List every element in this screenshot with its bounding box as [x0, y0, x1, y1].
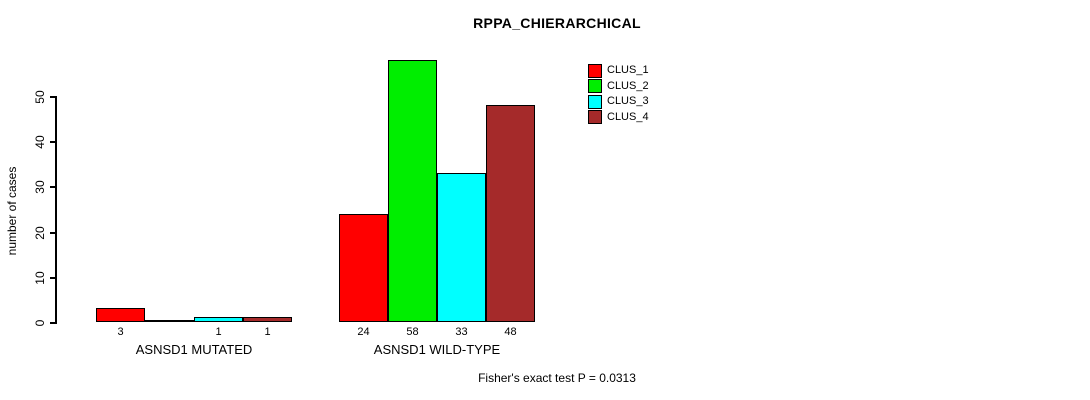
- legend: CLUS_1 CLUS_2 CLUS_3 CLUS_4: [588, 63, 649, 124]
- y-axis-tick: [50, 96, 57, 98]
- y-axis-line: [55, 96, 57, 324]
- y-axis-tick: [50, 232, 57, 234]
- legend-swatch-clus-2-icon: [588, 79, 602, 93]
- y-tick-label: 20: [33, 226, 47, 240]
- bar-value-label: 3: [117, 326, 124, 338]
- bar-value-label: 24: [357, 326, 370, 338]
- y-tick-label: 10: [33, 271, 47, 285]
- legend-label-clus-1: CLUS_1: [607, 64, 649, 76]
- legend-item-clus-1: CLUS_1: [588, 63, 649, 78]
- bar-clus_1-mutated: [96, 308, 145, 322]
- y-axis-tick: [50, 277, 57, 279]
- bar-value-label: 48: [504, 326, 517, 338]
- bar-clus_2-mutated: [145, 320, 194, 322]
- bar-clus_3-mutated: [194, 317, 243, 322]
- bar-clus_3-wild-type: [437, 173, 486, 322]
- legend-item-clus-2: CLUS_2: [588, 79, 649, 93]
- bar-clus_4-mutated: [243, 317, 292, 322]
- y-tick-label: 0: [33, 319, 47, 327]
- bar-clus_4-wild-type: [486, 105, 535, 322]
- bar-value-label: 58: [406, 326, 419, 338]
- legend-label-clus-2: CLUS_2: [607, 79, 649, 92]
- bar-value-label: 1: [215, 326, 222, 338]
- y-axis-tick: [50, 141, 57, 143]
- legend-label-clus-3: CLUS_3: [607, 95, 649, 107]
- legend-item-clus-3: CLUS_3: [588, 94, 649, 109]
- fisher-test-annotation: Fisher's exact test P = 0.0313: [478, 371, 636, 385]
- bar-value-label: 1: [264, 326, 271, 338]
- y-axis-tick: [50, 322, 57, 324]
- y-axis-tick: [50, 186, 57, 188]
- x-category-label-mutated: ASNSD1 MUTATED: [135, 342, 253, 357]
- y-tick-label: 40: [33, 135, 47, 149]
- y-tick-label: 30: [33, 180, 47, 194]
- legend-label-clus-4: CLUS_4: [607, 110, 649, 123]
- bar-clus_2-wild-type: [388, 60, 437, 322]
- y-tick-label: 50: [33, 90, 47, 104]
- legend-swatch-clus-1-icon: [588, 63, 602, 78]
- bar-value-label: 33: [455, 326, 468, 338]
- legend-swatch-clus-3-icon: [588, 94, 602, 109]
- bar-clus_1-wild-type: [339, 214, 388, 322]
- chart-title: RPPA_CHIERARCHICAL: [473, 15, 641, 31]
- y-axis-title: number of cases: [5, 166, 19, 256]
- legend-swatch-clus-4-icon: [588, 110, 602, 124]
- legend-item-clus-4: CLUS_4: [588, 110, 649, 124]
- x-category-label-wild-type: ASNSD1 WILD-TYPE: [373, 342, 501, 357]
